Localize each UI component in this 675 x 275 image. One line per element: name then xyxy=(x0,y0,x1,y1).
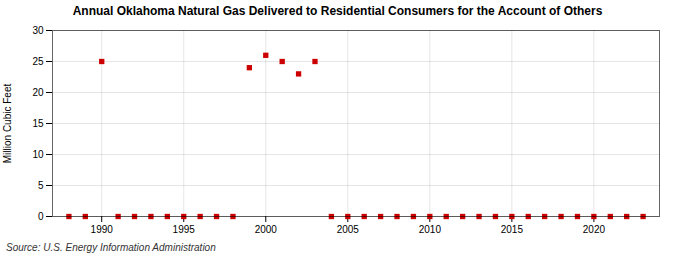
html-text:Source: U.S. Energy Informatio: Source: U.S. Energy Information Administ… xyxy=(6,242,216,253)
svg-text:25: 25 xyxy=(32,56,44,67)
svg-text:2015: 2015 xyxy=(501,224,524,235)
svg-text:2020: 2020 xyxy=(583,224,606,235)
svg-text:Million Cubic Feet: Million Cubic Feet xyxy=(2,84,13,164)
svg-text:0: 0 xyxy=(38,211,44,222)
svg-text:2000: 2000 xyxy=(255,224,278,235)
svg-text:15: 15 xyxy=(32,118,44,129)
svg-text:2005: 2005 xyxy=(337,224,360,235)
svg-text:30: 30 xyxy=(32,25,44,36)
svg-text:2010: 2010 xyxy=(419,224,442,235)
svg-text:1995: 1995 xyxy=(173,224,196,235)
svg-text:5: 5 xyxy=(38,180,44,191)
svg-text:1990: 1990 xyxy=(91,224,114,235)
html-text:Annual Oklahoma Natural Gas De: Annual Oklahoma Natural Gas Delivered to… xyxy=(72,4,603,18)
svg-text:10: 10 xyxy=(32,149,44,160)
svg-text:20: 20 xyxy=(32,87,44,98)
